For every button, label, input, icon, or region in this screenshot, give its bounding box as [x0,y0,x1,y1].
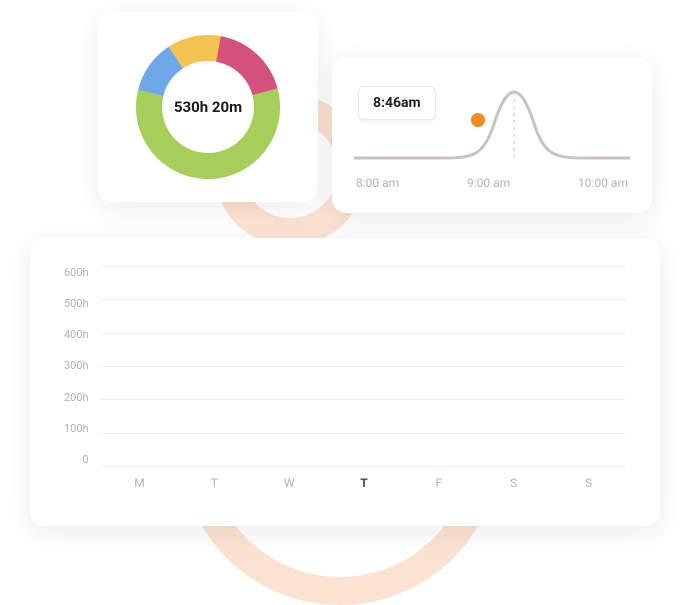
donut-chart: 530h 20m [133,32,283,182]
x-label: M [102,476,177,490]
gridline [99,466,626,467]
donut-center-label: 530h 20m [133,32,283,182]
time-chip: 8:46am [358,86,436,120]
x-label: W [252,476,327,490]
y-tick: 500h [64,297,89,310]
y-tick: 200h [64,391,89,404]
y-tick: 400h [64,328,89,341]
peak-x-axis: 8:00 am 9:00 am 10:00 am [354,176,630,190]
y-tick: 0 [82,453,88,466]
donut-card: 530h 20m [98,12,318,202]
peak-tick: 10:00 am [578,176,628,190]
x-label: F [401,476,476,490]
x-label: T [177,476,252,490]
current-time-dot [471,113,485,127]
x-label: S [551,476,626,490]
y-tick: 600h [64,266,89,279]
x-label: T [327,476,402,490]
peak-chart: 8:46am [354,80,630,170]
y-tick: 300h [64,359,89,372]
bar-x-axis: MTWTFSS [102,476,626,490]
peak-card: 8:46am 8:00 am 9:00 am 10:00 am [332,58,652,213]
peak-tick: 8:00 am [356,176,399,190]
bar-plot [99,266,626,466]
y-tick: 100h [64,422,89,435]
peak-tick: 9:00 am [467,176,510,190]
x-label: S [476,476,551,490]
bars-container [99,266,626,466]
bar-card: 600h500h400h300h200h100h0 MTWTFSS [30,238,660,526]
time-chip-label: 8:46am [373,95,421,111]
bar-y-axis: 600h 500h 400h 300h 200h 100h 0 [64,266,99,466]
